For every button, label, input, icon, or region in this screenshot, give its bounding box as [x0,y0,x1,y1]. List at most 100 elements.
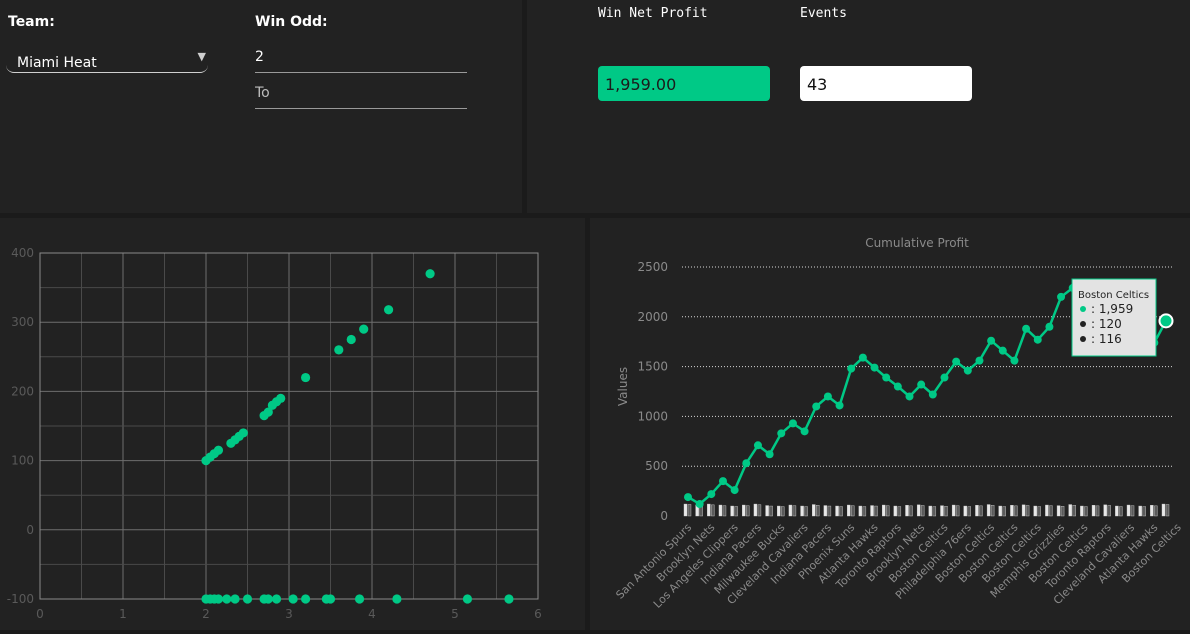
bar-series-3 [1154,505,1158,517]
win-odd-from-field [255,46,467,73]
bar-series-3 [851,505,855,517]
win-odd-to-field [255,82,467,109]
bar-series-2 [788,504,793,517]
scatter-point [271,594,282,604]
bar-series-2 [905,505,909,517]
scatter-point [263,594,273,604]
scatter-panel: 0 1 2 3 4 5 6 -100 0 100 200 300 400 [0,218,585,630]
bar-series-2 [940,505,944,517]
bar-series-2 [1045,504,1049,517]
bar-series-3 [687,504,692,517]
scatter-point [230,594,240,604]
line-point [718,477,727,486]
bar-series-2 [870,505,874,517]
bar-series-2 [1091,505,1096,517]
scatter-point [354,594,365,604]
scatter-point [213,594,224,604]
y-tick-label: 2000 [637,310,668,324]
line-point [893,382,902,391]
y-tick-label: 0 [660,509,668,523]
win-odd-to-input[interactable] [255,85,455,101]
line-point [998,346,1007,355]
line-point [765,450,774,459]
bar-series-2 [753,503,758,517]
bar-series-2 [847,504,851,517]
chart-title: Cumulative Profit [865,236,969,250]
bar-series-3 [1119,506,1123,517]
line-point [812,402,821,411]
bar-series-3 [885,505,890,517]
events-label: Events [800,6,847,21]
filter-panel: Team: Miami Heat ▼ Win Odd: [0,0,522,213]
scatter-point [213,445,224,455]
y-tick-label: 500 [645,459,668,473]
y-tick-label: 0 [26,523,34,537]
line-point [952,357,961,366]
bar-series-3 [1060,506,1065,517]
scatter-point [462,594,473,604]
team-dropdown[interactable]: Miami Heat ▼ [6,50,208,73]
bar-series-2 [1126,504,1131,517]
bar-series-2 [1138,505,1142,517]
bar-series-2 [1056,505,1061,517]
y-tick-label: 100 [11,454,34,468]
bar-series-3 [979,505,983,517]
bar-series-2 [718,504,723,517]
scatter-point [425,269,435,279]
y-tick-label: 1000 [637,409,668,423]
bar-series-2 [1021,504,1026,517]
bar-series-3 [1072,505,1076,517]
x-tick-label: 4 [368,607,376,621]
win-odd-label: Win Odd: [255,14,328,30]
team-dropdown-value: Miami Heat [17,55,97,71]
bar-series-3 [1014,505,1018,517]
kpi-panel: Win Net Profit 1,959.00 Events 43 [527,0,1190,213]
bar-series-3 [920,505,925,517]
bar-series-2 [730,505,734,517]
bar-series-3 [932,506,937,517]
scatter-point [325,594,336,604]
net-profit-label: Win Net Profit [598,6,708,21]
bar-series-2 [1010,505,1014,517]
bar-series-2 [765,505,769,517]
bar-series-3 [1107,505,1111,517]
bar-series-3 [874,505,878,517]
scatter-point [238,428,248,438]
bar-series-3 [1037,506,1041,517]
bar-series-2 [986,504,991,517]
line-point [975,356,984,365]
bar-series-3 [757,504,762,517]
line-point [905,392,914,401]
line-point [917,380,926,389]
bar-series-3 [722,505,727,517]
bar-series-3 [944,506,948,517]
bar-series-2 [858,505,863,517]
bar-series-3 [1142,506,1146,517]
line-point [940,373,949,382]
caret-down-icon[interactable]: ▼ [197,50,206,63]
line-point [1033,335,1042,344]
bar-series-3 [781,506,785,517]
win-odd-from-input[interactable] [255,49,455,65]
bar-series-3 [1084,506,1088,517]
line-point [753,441,762,450]
bar-series-3 [1002,506,1006,517]
tooltip-marker [1080,321,1086,327]
scatter-point [359,324,369,334]
line-point [788,419,797,428]
line-point [987,336,996,345]
scatter-point [301,594,311,604]
line-point [928,390,937,399]
bar-series-2 [1115,505,1119,517]
bar-series-3 [839,506,843,517]
line-point [823,392,832,401]
bar-series-3 [967,506,972,517]
tooltip-box [1071,278,1157,357]
bar-series-3 [816,505,820,517]
scatter-point [301,372,311,383]
scatter-point [346,334,356,345]
tooltip-value: : 1,959 [1091,302,1133,316]
line-point [858,353,867,362]
y-tick-label: 1500 [637,360,668,374]
